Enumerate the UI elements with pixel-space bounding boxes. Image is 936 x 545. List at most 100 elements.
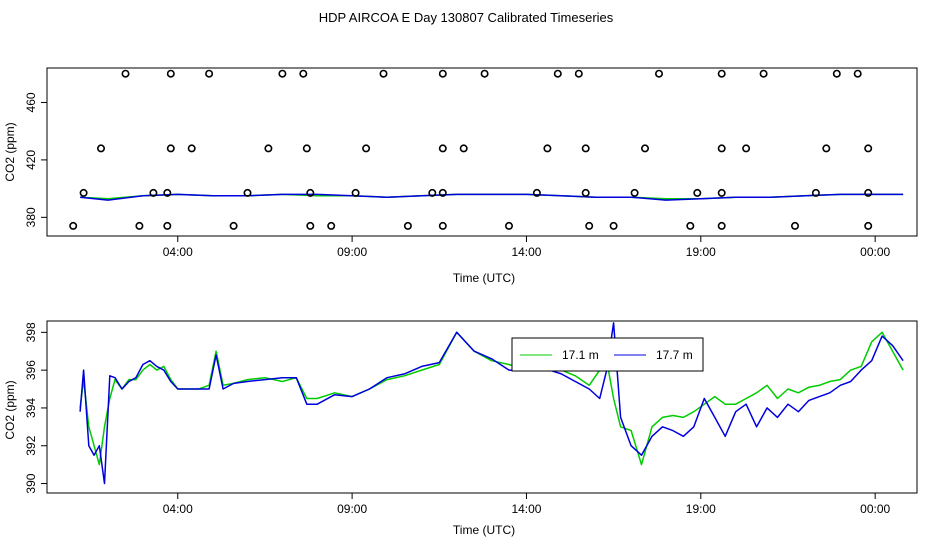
calibration-point <box>327 221 336 230</box>
bottom-series-group <box>79 322 904 485</box>
calibration-point <box>187 144 196 153</box>
calibration-point <box>742 144 751 153</box>
calibration-point <box>351 188 360 197</box>
top-panel: 04:00 09:00 14:00 19:00 00:00 380 420 460 Time… <box>3 67 918 285</box>
x-tick-label: 04:00 <box>163 245 193 259</box>
calibration-point <box>403 221 412 230</box>
calibration-point <box>459 144 468 153</box>
calibration-point <box>717 188 726 197</box>
bottom-plot-frame <box>46 320 918 494</box>
calibration-point <box>581 188 590 197</box>
calibration-point <box>654 69 663 78</box>
legend-label-green: 17.1 m <box>562 348 599 362</box>
calibration-point <box>630 188 639 197</box>
calibration-point <box>717 69 726 78</box>
top-y-axis: 380 420 460 <box>24 92 47 227</box>
calibration-point <box>717 144 726 153</box>
calibration-point <box>532 188 541 197</box>
top-y-axis-label: CO2 (ppm) <box>3 122 17 181</box>
calibration-point <box>299 69 308 78</box>
y-tick-label: 392 <box>24 435 38 455</box>
calibration-point <box>135 221 144 230</box>
calibration-point <box>504 221 513 230</box>
top-x-axis-label: Time (UTC) <box>453 271 515 285</box>
calibration-point <box>97 144 106 153</box>
calibration-point <box>438 69 447 78</box>
calibration-point <box>693 188 702 197</box>
series-line-green <box>79 331 904 466</box>
y-tick-label: 394 <box>24 398 38 418</box>
calibration-point <box>278 69 287 78</box>
x-tick-label: 19:00 <box>686 502 716 516</box>
top-x-axis: 04:00 09:00 14:00 19:00 00:00 <box>163 236 890 259</box>
calibration-point <box>306 188 315 197</box>
calibration-point <box>243 188 252 197</box>
calibration-point <box>166 144 175 153</box>
legend: 17.1 m 17.7 m <box>511 337 704 372</box>
x-tick-label: 00:00 <box>860 502 890 516</box>
x-tick-label: 00:00 <box>860 245 890 259</box>
top-plot-frame <box>46 67 918 237</box>
x-tick-label: 14:00 <box>511 245 541 259</box>
calibration-point <box>717 221 726 230</box>
calibration-point <box>79 188 88 197</box>
series-line-blue <box>80 193 904 201</box>
x-tick-label: 14:00 <box>511 502 541 516</box>
y-tick-label: 390 <box>24 473 38 493</box>
y-tick-label: 380 <box>24 207 38 227</box>
calibration-point <box>790 221 799 230</box>
y-tick-label: 396 <box>24 360 38 380</box>
top-series-group <box>80 193 904 201</box>
calibration-point <box>864 144 873 153</box>
calibration-point <box>69 221 78 230</box>
x-tick-label: 19:00 <box>686 245 716 259</box>
calibration-point <box>832 69 841 78</box>
bottom-y-axis: 390 392 394 396 398 <box>24 322 47 494</box>
calibration-point <box>574 69 583 78</box>
bottom-x-axis-label: Time (UTC) <box>453 523 515 537</box>
calibration-point <box>609 221 618 230</box>
calibration-point <box>306 221 315 230</box>
calibration-point <box>428 188 437 197</box>
chart-title: HDP AIRCOA E Day 130807 Calibrated Times… <box>319 10 614 25</box>
calibration-point <box>553 69 562 78</box>
calibration-point <box>205 69 214 78</box>
calibration-point <box>581 144 590 153</box>
x-tick-label: 04:00 <box>163 502 193 516</box>
calibration-point <box>163 188 172 197</box>
calibration-point <box>302 144 311 153</box>
bottom-panel: 04:00 09:00 14:00 19:00 00:00 39039239439639… <box>3 320 918 537</box>
y-tick-label: 460 <box>24 92 38 112</box>
calibration-point <box>853 69 862 78</box>
calibration-point <box>438 188 447 197</box>
calibration-point <box>543 144 552 153</box>
calibration-point <box>166 69 175 78</box>
calibration-point <box>585 221 594 230</box>
calibration-point <box>264 144 273 153</box>
calibration-point <box>864 221 873 230</box>
y-tick-label: 420 <box>24 150 38 170</box>
calibration-point <box>759 69 768 78</box>
legend-label-blue: 17.7 m <box>656 348 693 362</box>
calibration-point <box>822 144 831 153</box>
calibration-point <box>686 221 695 230</box>
calibration-point <box>163 221 172 230</box>
calibration-point <box>480 69 489 78</box>
calibration-point <box>811 188 820 197</box>
y-tick-label: 398 <box>24 322 38 342</box>
x-tick-label: 09:00 <box>337 245 367 259</box>
calibration-point <box>379 69 388 78</box>
calibration-point <box>121 69 130 78</box>
calibration-point <box>229 221 238 230</box>
top-points-group <box>69 69 873 230</box>
calibration-point <box>640 144 649 153</box>
x-tick-label: 09:00 <box>337 502 367 516</box>
series-line-blue <box>79 322 904 485</box>
calibration-point <box>438 221 447 230</box>
bottom-y-axis-label: CO2 (ppm) <box>3 380 17 439</box>
calibration-point <box>362 144 371 153</box>
calibration-point <box>864 188 873 197</box>
bottom-x-axis: 04:00 09:00 14:00 19:00 00:00 <box>163 493 890 516</box>
calibration-point <box>438 144 447 153</box>
